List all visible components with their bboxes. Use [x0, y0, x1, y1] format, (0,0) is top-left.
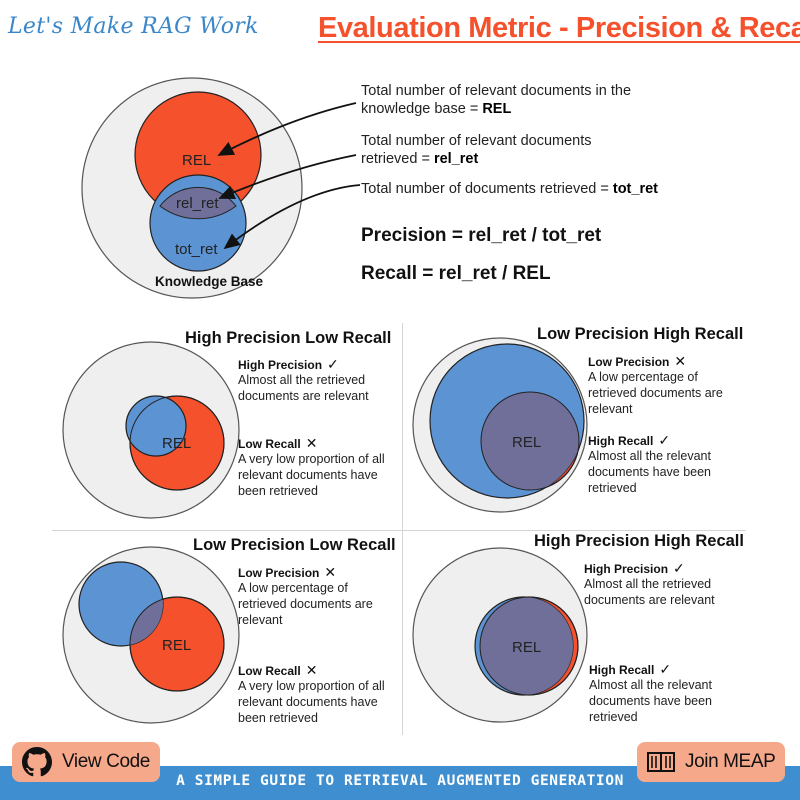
- arrow-rel-ret: [218, 154, 357, 199]
- rel-ret-label: rel_ret: [176, 195, 219, 212]
- rel-label: REL: [162, 435, 191, 452]
- overlap-region: [159, 186, 237, 220]
- relevant-outline: [129, 395, 225, 491]
- panel-hphr-precision-desc: Almost all the retrieved documents are r…: [584, 577, 715, 607]
- relevant-outline: [129, 596, 225, 692]
- cross-icon: ✕: [674, 353, 687, 369]
- relevant-outline: [480, 391, 580, 491]
- panel-title-lpl: Low Precision Low Recall: [193, 536, 396, 554]
- panel-lphr-precision-label: Low Precision ✕: [588, 353, 687, 369]
- panel-lpl-precision-label: Low Precision ✕: [238, 564, 337, 580]
- check-icon: ✓: [658, 432, 671, 448]
- panel-hplr-recall-desc: A very low proportion of all relevant do…: [238, 452, 385, 498]
- check-icon: ✓: [673, 560, 685, 576]
- panel-hphr-precision-label: High Precision ✓: [584, 560, 685, 576]
- main-venn-diagram: REL rel_ret tot_ret Knowledge Base: [81, 77, 361, 299]
- cross-icon: ✕: [324, 564, 337, 580]
- panel-hplr-precision-desc: Almost all the retrieved documents are r…: [238, 373, 369, 403]
- panel-hphr-recall-label: High Recall ✓: [589, 661, 672, 677]
- panel-hplr-recall-label: Low Recall ✕: [238, 435, 318, 451]
- overlap-region: [480, 597, 573, 695]
- brand-title: Let's Make RAG Work: [8, 14, 259, 39]
- note-tot-ret: Total number of documents retrieved = to…: [361, 181, 658, 197]
- join-meap-label: Join MEAP: [685, 751, 776, 772]
- check-icon: ✓: [659, 661, 672, 677]
- footer-tagline: A SIMPLE GUIDE TO RETRIEVAL AUGMENTED GE…: [176, 773, 624, 789]
- arrow-tot-ret: [223, 184, 361, 250]
- panel-hplr-diagram: REL: [62, 341, 240, 519]
- panel-lphr-recall-desc: Almost all the relevant documents have b…: [588, 449, 712, 495]
- panel-hphr-recall-desc: Almost all the relevant documents have b…: [589, 678, 713, 724]
- cross-icon: ✕: [305, 662, 318, 678]
- page-title: Evaluation Metric - Precision & Recall: [318, 12, 800, 44]
- check-icon: ✓: [327, 356, 339, 372]
- panel-lpl-recall-label: Low Recall ✕: [238, 662, 318, 678]
- book-icon: [647, 752, 675, 772]
- retrieved-circle: [125, 395, 187, 457]
- join-meap-button[interactable]: Join MEAP: [637, 742, 785, 782]
- precision-formula: Precision = rel_ret / tot_ret: [361, 225, 602, 246]
- view-code-button[interactable]: View Code: [12, 742, 160, 782]
- panel-lphr-diagram: REL: [412, 337, 588, 513]
- panel-title-lphr: Low Precision High Recall: [537, 325, 744, 343]
- panel-lpl-recall-desc: A very low proportion of all relevant do…: [238, 679, 385, 725]
- panel-title-hphr: High Precision High Recall: [534, 532, 744, 550]
- panel-hphr-diagram: REL: [412, 547, 588, 723]
- view-code-label: View Code: [62, 751, 150, 772]
- panel-lphr-precision-desc: A low percentage of retrieved documents …: [588, 370, 723, 416]
- panel-lpl-precision-desc: A low percentage of retrieved documents …: [238, 581, 373, 627]
- grid-divider-vertical: [402, 323, 403, 735]
- grid-divider-horizontal: [52, 530, 746, 531]
- overlap-region: [130, 597, 163, 646]
- panel-title-hplr: High Precision Low Recall: [185, 329, 392, 347]
- rel-label: REL: [162, 637, 191, 654]
- panel-lpl-diagram: REL: [62, 546, 240, 724]
- arrow-rel: [217, 102, 357, 156]
- relevant-outline: [479, 596, 579, 696]
- cross-icon: ✕: [305, 435, 318, 451]
- github-icon: [22, 747, 52, 777]
- rel-label: REL: [512, 639, 541, 656]
- rel-label: REL: [182, 152, 211, 169]
- recall-formula: Recall = rel_ret / REL: [361, 263, 551, 284]
- rel-label: REL: [512, 434, 541, 451]
- knowledge-base-label: Knowledge Base: [155, 274, 264, 289]
- note-rel: Total number of relevant documents in th…: [361, 83, 632, 117]
- panel-lphr-recall-label: High Recall ✓: [588, 432, 671, 448]
- note-rel-ret: Total number of relevant documents retri…: [361, 133, 592, 167]
- panel-hplr-precision-label: High Precision ✓: [238, 356, 339, 372]
- overlap-region: [481, 392, 579, 490]
- tot-ret-label: tot_ret: [175, 241, 218, 258]
